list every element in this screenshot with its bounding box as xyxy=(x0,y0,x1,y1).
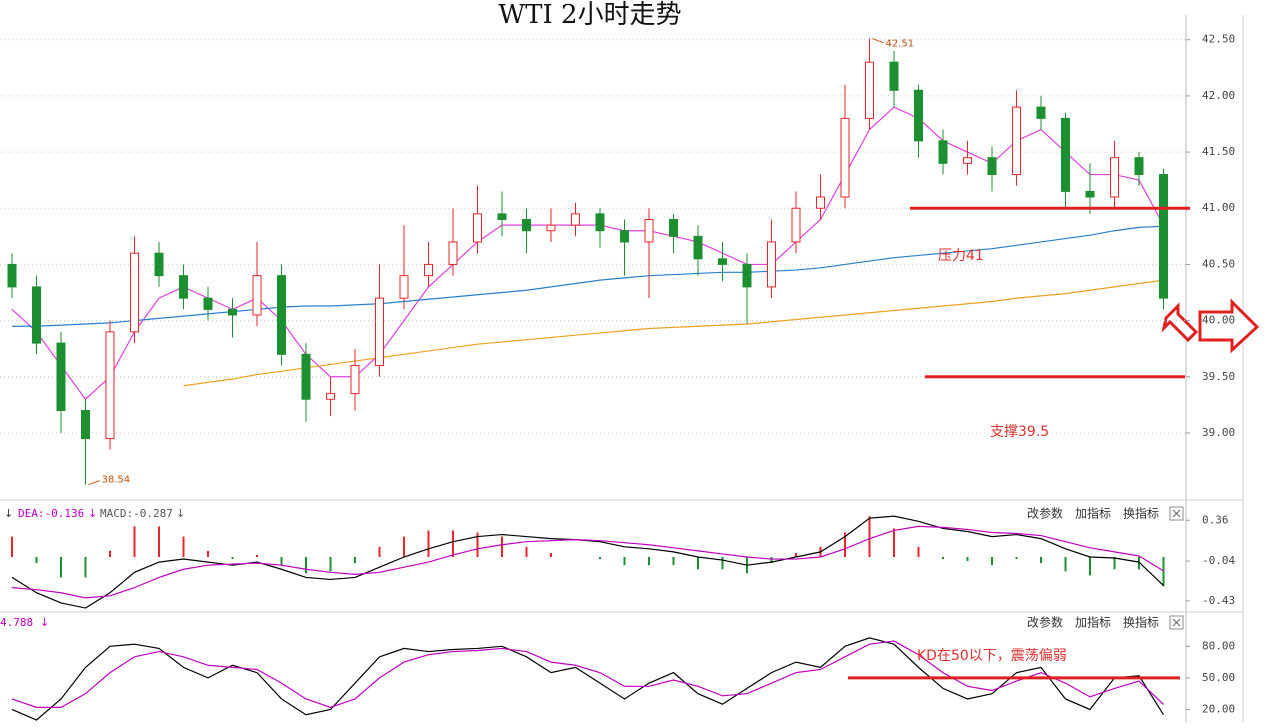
candle-body xyxy=(987,157,997,176)
candle-body xyxy=(742,263,752,288)
y-tick-label: 41.50 xyxy=(1202,145,1235,158)
toolbar-button[interactable]: 换指标 xyxy=(1123,615,1159,630)
legend-macd: MACD:-0.287 xyxy=(100,507,173,520)
y-tick-label: 42.50 xyxy=(1202,33,1235,46)
kd-arrow: ↓ xyxy=(40,616,49,629)
y-tick-label: 42.00 xyxy=(1202,89,1235,102)
indicator-line xyxy=(11,640,1164,709)
candle-body xyxy=(252,275,262,316)
low-label: 38.54 xyxy=(102,475,131,486)
candle-body xyxy=(522,218,531,232)
candle-body xyxy=(399,275,409,299)
candle-body xyxy=(571,213,580,226)
level-note: 压力41 xyxy=(938,248,984,264)
y-tick-label: 0.36 xyxy=(1202,513,1229,526)
dea-arrow: ↓ xyxy=(4,507,13,520)
indicator-line xyxy=(11,525,1164,599)
toolbar-button[interactable]: 换指标 xyxy=(1123,506,1159,521)
y-tick-label: 40.50 xyxy=(1202,257,1235,270)
candle-body xyxy=(228,308,237,316)
candle-body xyxy=(7,263,17,288)
candle-body xyxy=(693,235,703,260)
candle-body xyxy=(473,213,482,243)
candle-body xyxy=(546,224,556,232)
toolbar-button[interactable]: 加指标 xyxy=(1075,615,1111,630)
candle-body xyxy=(1134,157,1144,176)
candle-body xyxy=(56,342,66,411)
candle-body xyxy=(350,365,360,395)
candle-body xyxy=(791,207,801,243)
candle-body xyxy=(865,61,874,119)
toolbar-button[interactable]: 改参数 xyxy=(1027,506,1063,521)
high-label: 42.51 xyxy=(886,39,915,50)
candle-body xyxy=(81,409,90,440)
candle-body xyxy=(816,196,825,209)
high-pointer xyxy=(872,38,884,44)
candle-body xyxy=(938,140,948,164)
low-pointer xyxy=(88,480,100,486)
candle-body xyxy=(1061,117,1070,192)
y-tick-label: 39.00 xyxy=(1202,426,1235,439)
candle-body xyxy=(448,241,458,265)
candle-body xyxy=(595,213,605,232)
y-tick-label: 80.00 xyxy=(1202,639,1235,652)
y-tick-label: 20.00 xyxy=(1202,702,1235,715)
candle-body xyxy=(497,213,507,220)
indicator-line xyxy=(11,637,1165,721)
level-note: KD在50以下，震荡偏弱 xyxy=(917,648,1067,664)
candle-body xyxy=(963,157,972,164)
candle-body xyxy=(1012,106,1021,176)
indicator-line xyxy=(11,106,1165,401)
level-note: 支撑39.5 xyxy=(990,424,1049,440)
candle-body xyxy=(767,241,776,288)
candle-body xyxy=(375,297,384,367)
candle-body xyxy=(889,61,899,91)
y-tick-label: 50.00 xyxy=(1202,671,1235,684)
candle-body xyxy=(154,252,164,277)
dea-arrow: ↓ xyxy=(88,507,97,520)
chart-title: WTI 2小时走势 xyxy=(498,0,681,30)
toolbar-button[interactable]: 改参数 xyxy=(1027,615,1063,630)
candle-body xyxy=(203,297,213,310)
indicator-line xyxy=(12,225,1164,327)
candle-body xyxy=(277,275,286,355)
macd-arrow: ↓ xyxy=(176,507,185,520)
candle-body xyxy=(620,230,629,243)
candle-body xyxy=(424,263,433,277)
candle-body xyxy=(718,258,727,265)
candle-body xyxy=(1159,174,1168,299)
candle-body xyxy=(179,275,188,299)
close-icon xyxy=(1172,618,1181,627)
y-tick-label: 40.00 xyxy=(1202,314,1235,327)
candle-body xyxy=(301,353,311,400)
y-tick-label: 41.00 xyxy=(1202,201,1235,214)
arrow-right xyxy=(1198,298,1260,354)
close-icon xyxy=(1172,509,1181,518)
candle-body xyxy=(105,331,115,440)
candle-body xyxy=(644,218,654,243)
legend-dea: DEA:-0.136 xyxy=(18,507,84,520)
candle-body xyxy=(840,117,850,198)
y-tick-label: -0.43 xyxy=(1202,594,1235,607)
arrow-down xyxy=(1161,302,1199,343)
candle-body xyxy=(130,252,139,333)
toolbar-button[interactable]: 加指标 xyxy=(1075,506,1111,521)
candle-body xyxy=(32,286,41,344)
candle-body xyxy=(1085,190,1095,198)
candle-body xyxy=(1110,157,1119,198)
candle-body xyxy=(669,218,678,237)
legend-d: 4.788 xyxy=(0,616,33,629)
indicator-line xyxy=(183,279,1164,387)
candle-body xyxy=(326,393,335,400)
candle-body xyxy=(914,89,923,142)
candle-body xyxy=(1036,106,1046,119)
y-tick-label: 39.50 xyxy=(1202,370,1235,383)
y-tick-label: -0.04 xyxy=(1202,554,1235,567)
